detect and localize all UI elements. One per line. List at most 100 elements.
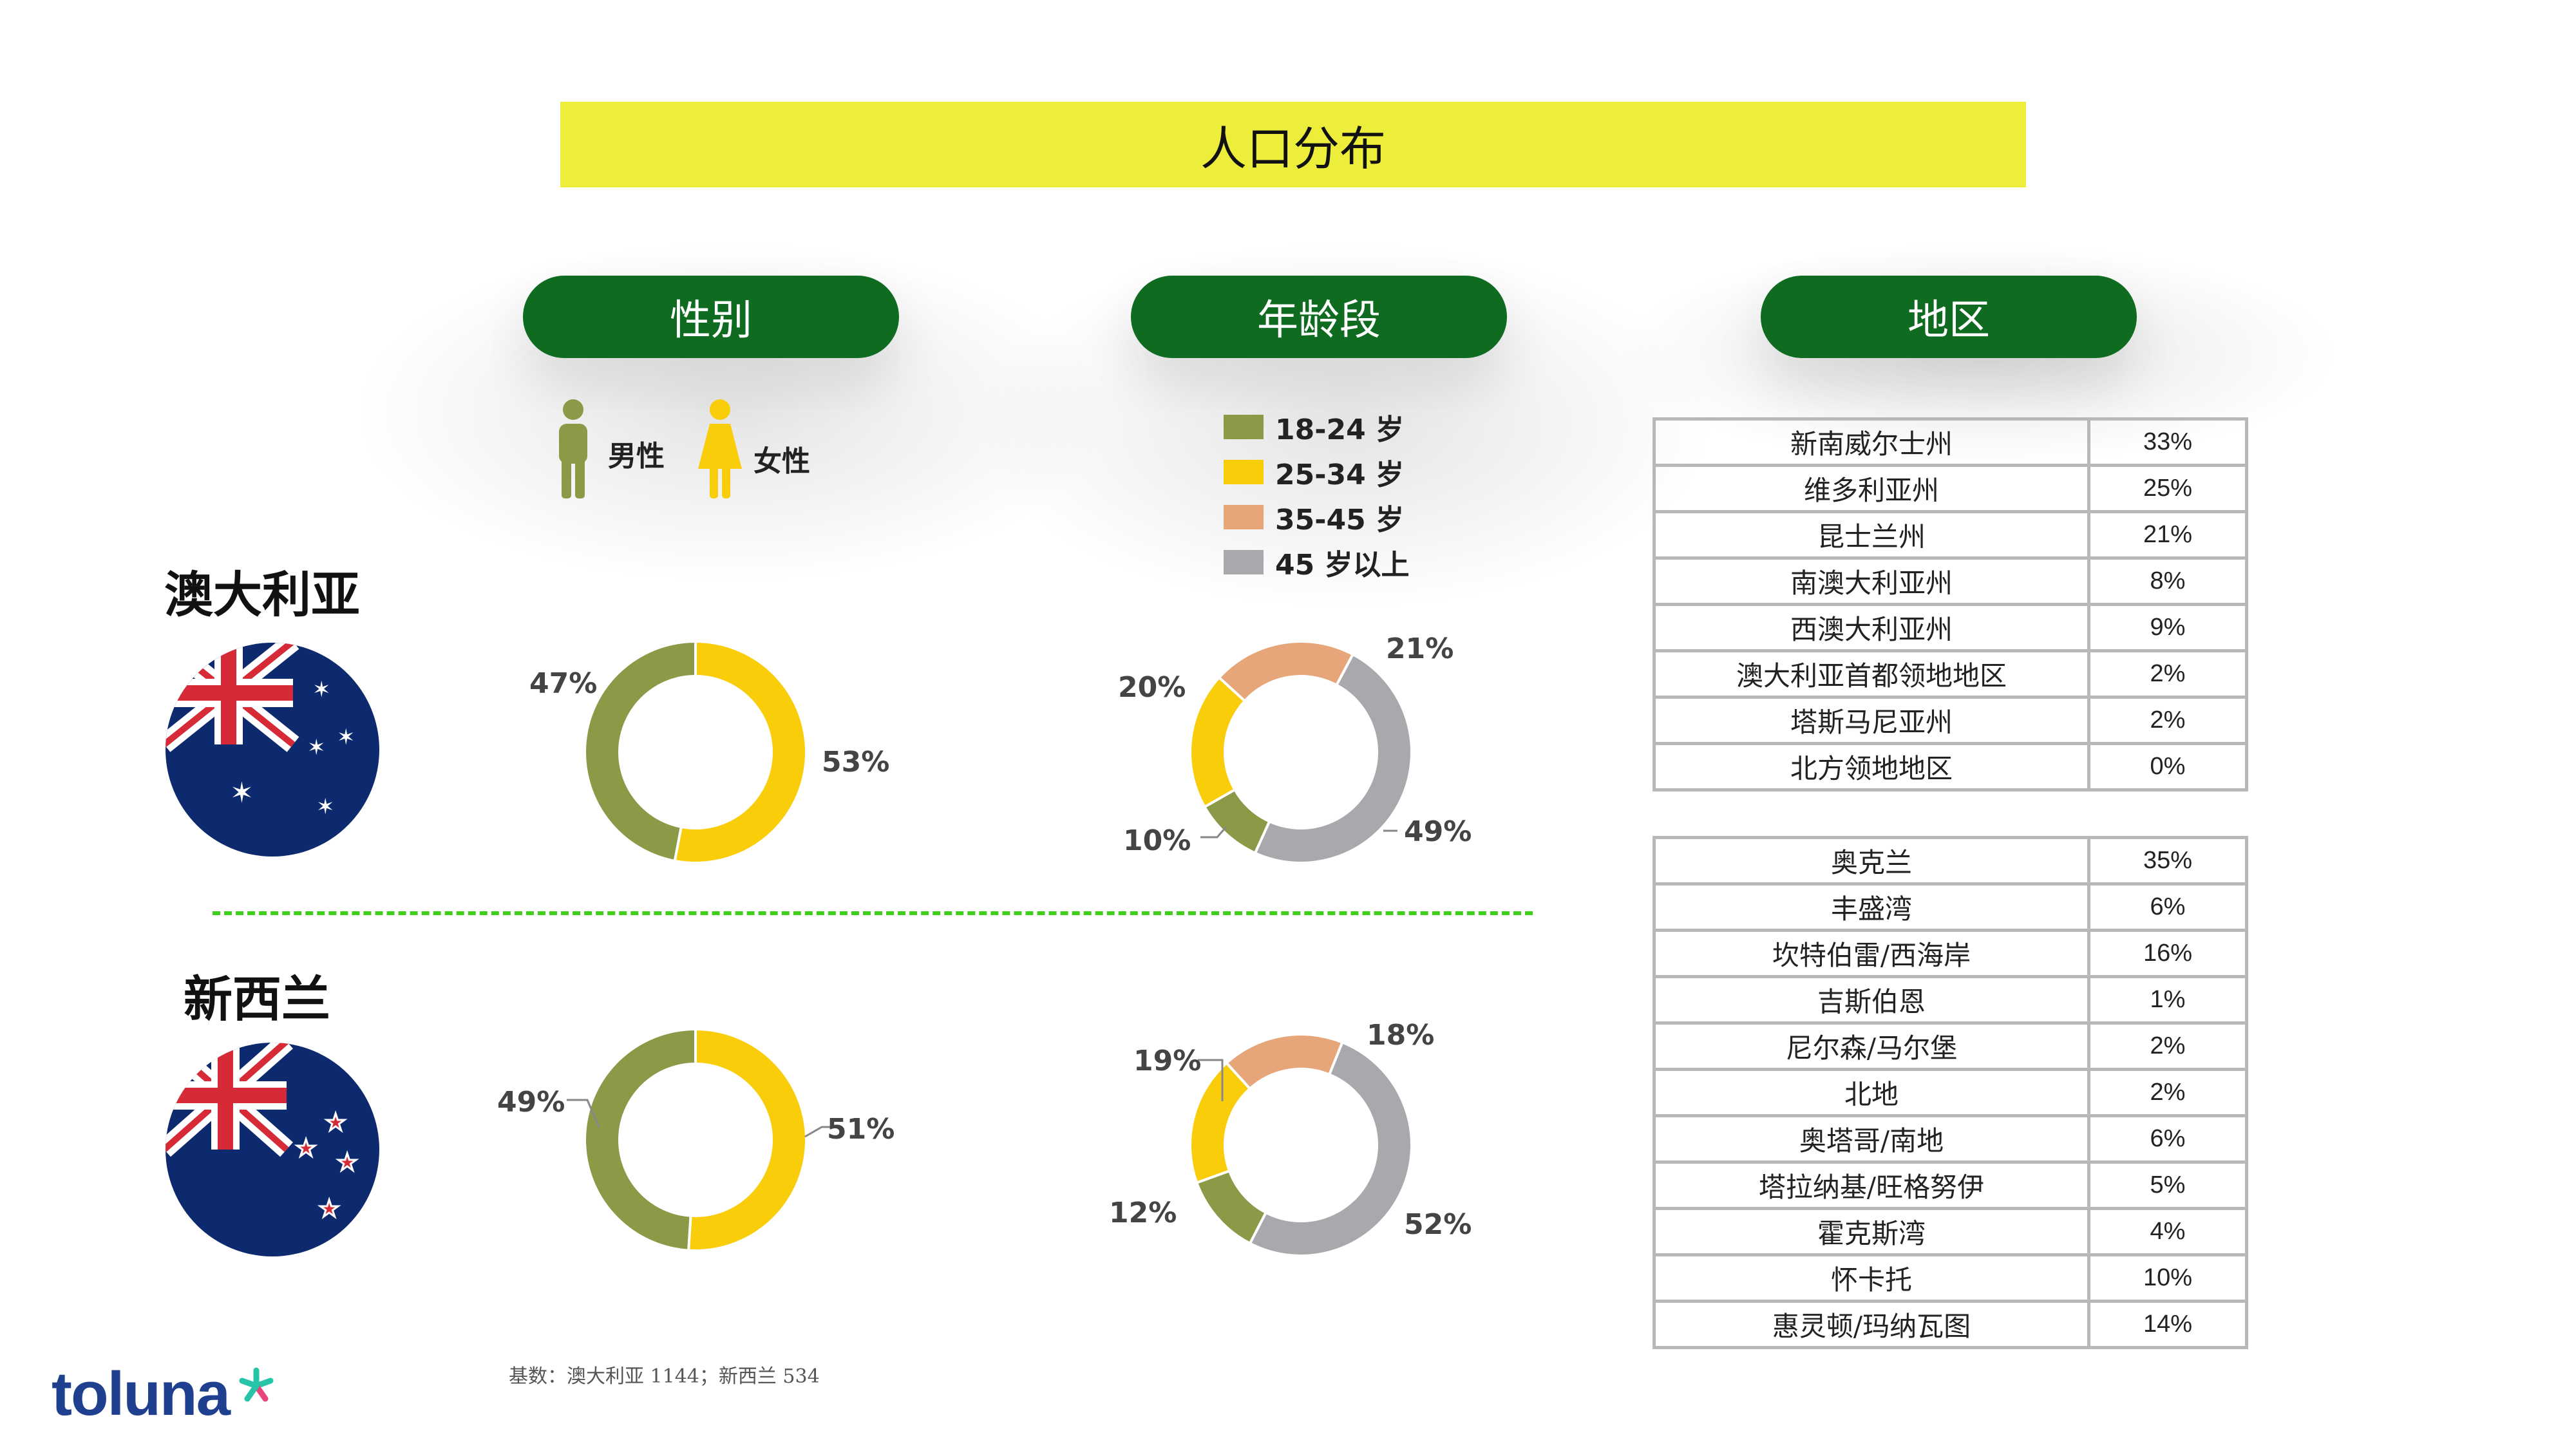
donut-slice (583, 1027, 697, 1252)
region-value: 1% (2087, 975, 2248, 1025)
region-name: 奥克兰 (1653, 836, 2090, 886)
svg-text:✶: ✶ (337, 724, 355, 750)
male-label: 男性 (608, 440, 665, 473)
australia-flag-icon: ✶ ✶ ✶ ✶ ✶ (166, 643, 379, 857)
age-legend-item: 18-24 岁 (1224, 404, 1410, 450)
region-name: 塔斯马尼亚州 (1653, 696, 2090, 745)
asterisk-icon (239, 1367, 274, 1402)
region-name: 西澳大利亚州 (1653, 603, 2090, 652)
donut-slice (673, 639, 808, 864)
pct-label: 21% (1386, 632, 1454, 665)
logo-text: toluna (52, 1359, 231, 1428)
region-name: 怀卡托 (1653, 1253, 2090, 1303)
svg-text:✶: ✶ (312, 677, 331, 703)
svg-text:★: ★ (337, 1150, 357, 1176)
leader-line (804, 1126, 831, 1138)
female-icon (698, 399, 742, 498)
country-au-label: 澳大利亚 (164, 566, 360, 623)
svg-text:★: ★ (319, 1196, 339, 1222)
donut-slice (687, 1027, 808, 1252)
female-label: 女性 (753, 445, 810, 478)
table-row: 塔斯马尼亚州 2% (1653, 696, 2248, 745)
region-value: 35% (2087, 836, 2248, 886)
region-value: 10% (2087, 1253, 2248, 1303)
svg-text:★: ★ (296, 1135, 316, 1162)
gender-header: 性别 (523, 276, 899, 358)
region-name: 北方领地地区 (1653, 742, 2090, 791)
table-row: 新南威尔士州 33% (1653, 417, 2248, 467)
leader-line (567, 1099, 600, 1128)
region-name: 坎特伯雷/西海岸 (1653, 929, 2090, 978)
region-value: 25% (2087, 464, 2248, 513)
region-value: 21% (2087, 510, 2248, 560)
leader-line (1200, 826, 1227, 838)
region-value: 6% (2087, 1114, 2248, 1164)
pct-label: 53% (822, 746, 890, 779)
pct-label: 51% (827, 1113, 895, 1146)
table-row: 南澳大利亚州 8% (1653, 556, 2248, 606)
pct-label: 49% (497, 1086, 565, 1119)
table-row: 丰盛湾 6% (1653, 882, 2248, 932)
new-zealand-flag-icon: ★ ★ ★ ★ (166, 1043, 379, 1256)
region-name: 新南威尔士州 (1653, 417, 2090, 467)
region-name: 惠灵顿/玛纳瓦图 (1653, 1300, 2090, 1349)
table-row: 北地 2% (1653, 1068, 2248, 1117)
region-value: 2% (2087, 1021, 2248, 1071)
region-value: 4% (2087, 1207, 2248, 1256)
table-row: 奥塔哥/南地 6% (1653, 1114, 2248, 1164)
pct-label: 19% (1133, 1045, 1202, 1077)
olive-swatch (1224, 415, 1264, 439)
age-legend-item: 35-45 岁 (1224, 495, 1410, 540)
region-value: 8% (2087, 556, 2248, 606)
page-title: 人口分布 (560, 102, 2026, 187)
leader-line (1198, 1059, 1224, 1101)
svg-text:★: ★ (325, 1110, 346, 1136)
region-value: 33% (2087, 417, 2248, 467)
section-divider (213, 911, 1533, 915)
nz-region-table: 奥克兰 35% 丰盛湾 6% 坎特伯雷/西海岸 16% 吉斯伯恩 1% 尼尔森/马尔堡 2% 北地 2… (1653, 836, 2248, 1349)
region-value: 2% (2087, 696, 2248, 745)
age-legend-label: 18-24 岁 (1275, 413, 1405, 446)
region-name: 南澳大利亚州 (1653, 556, 2090, 606)
region-name: 尼尔森/马尔堡 (1653, 1021, 2090, 1071)
age-legend-label: 35-45 岁 (1275, 504, 1405, 536)
region-value: 2% (2087, 1068, 2248, 1117)
donut-slice (1253, 652, 1413, 864)
au-region-table: 新南威尔士州 33% 维多利亚州 25% 昆士兰州 21% 南澳大利亚州 8% 西澳大利亚州 9%… (1653, 417, 2248, 791)
table-row: 坎特伯雷/西海岸 16% (1653, 929, 2248, 978)
pct-label: 47% (529, 667, 598, 700)
svg-text:✶: ✶ (230, 777, 254, 810)
table-row: 西澳大利亚州 9% (1653, 603, 2248, 652)
pct-label: 52% (1404, 1208, 1472, 1241)
region-name: 维多利亚州 (1653, 464, 2090, 513)
au-age-donut (1189, 640, 1413, 864)
pct-label: 20% (1118, 671, 1186, 704)
region-name: 北地 (1653, 1068, 2090, 1117)
svg-text:✶: ✶ (307, 735, 326, 761)
table-row: 吉斯伯恩 1% (1653, 975, 2248, 1025)
au-gender-donut (583, 639, 808, 864)
region-value: 14% (2087, 1300, 2248, 1349)
salmon-swatch (1224, 505, 1264, 529)
footnote: 基数：澳大利亚 1144；新西兰 534 (509, 1365, 820, 1388)
region-name: 塔拉纳基/旺格努伊 (1653, 1160, 2090, 1210)
table-row: 维多利亚州 25% (1653, 464, 2248, 513)
svg-text:✶: ✶ (316, 794, 335, 820)
nz-age-donut (1189, 1033, 1413, 1257)
toluna-logo: toluna (52, 1359, 231, 1430)
table-row: 澳大利亚首都领地地区 2% (1653, 649, 2248, 699)
male-icon (559, 399, 587, 498)
gray-swatch (1224, 550, 1264, 574)
yellow-swatch (1224, 460, 1264, 484)
region-value: 2% (2087, 649, 2248, 699)
region-name: 澳大利亚首都领地地区 (1653, 649, 2090, 699)
age-legend: 18-24 岁 25-34 岁 35-45 岁 45 岁以上 (1224, 404, 1410, 585)
region-name: 丰盛湾 (1653, 882, 2090, 932)
table-row: 昆士兰州 21% (1653, 510, 2248, 560)
age-header: 年龄段 (1131, 276, 1507, 358)
region-value: 16% (2087, 929, 2248, 978)
table-row: 奥克兰 35% (1653, 836, 2248, 886)
region-value: 9% (2087, 603, 2248, 652)
region-header: 地区 (1761, 276, 2137, 358)
